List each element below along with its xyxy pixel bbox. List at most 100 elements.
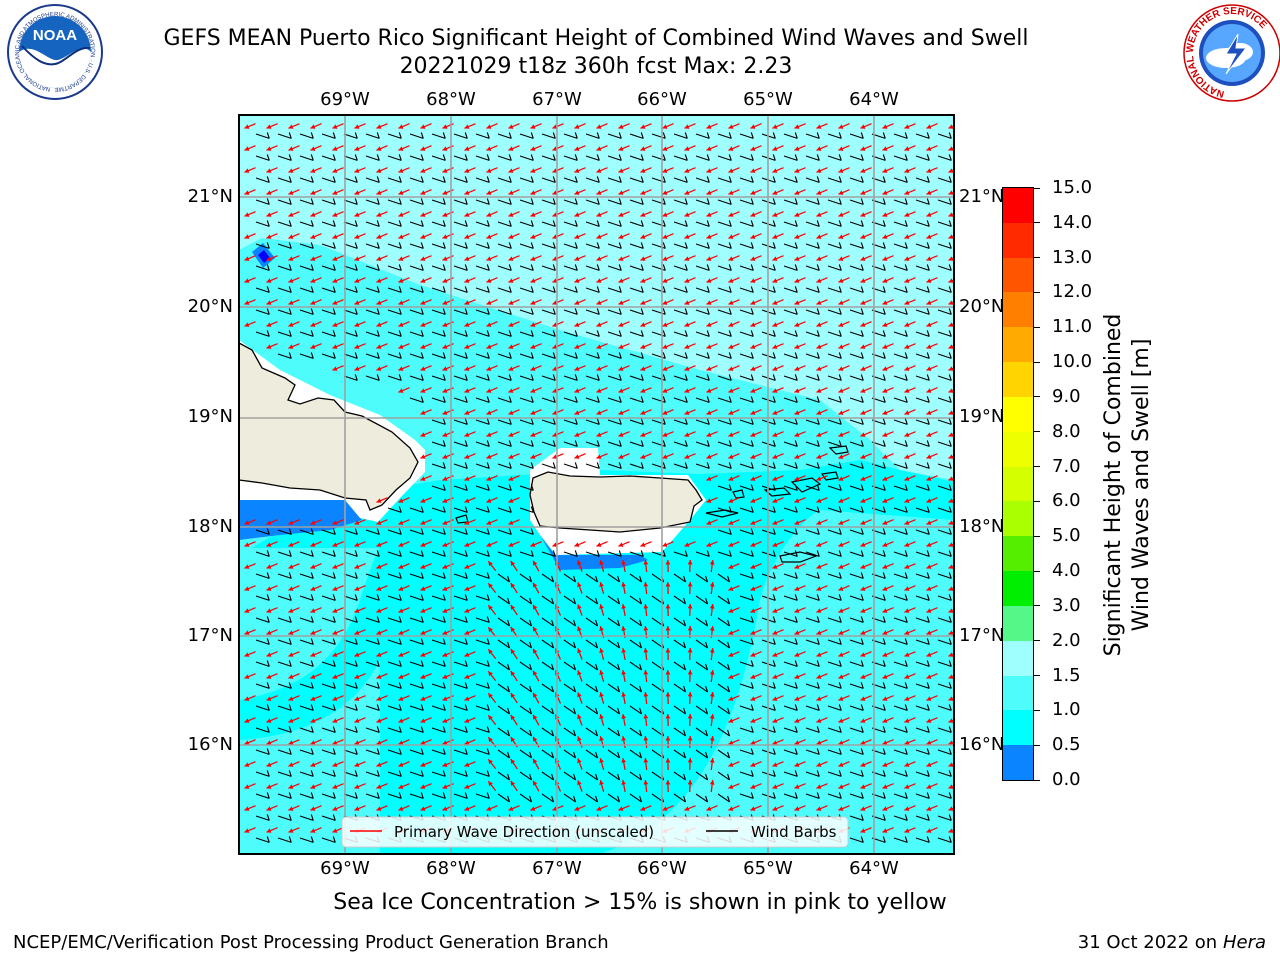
wave-arrow [926, 563, 938, 569]
wind-barb [717, 727, 731, 737]
wave-arrow [838, 607, 850, 613]
wave-arrow [618, 299, 630, 305]
wave-arrow [948, 190, 954, 195]
wave-arrow [640, 277, 652, 283]
wind-barb [497, 308, 512, 315]
wind-barb [585, 639, 599, 649]
wind-barb [387, 770, 402, 777]
wind-barb [453, 352, 468, 359]
wind-barb [497, 176, 512, 183]
wave-arrow [310, 739, 322, 745]
wind-barb [387, 330, 402, 337]
wind-barb [519, 396, 534, 403]
wind-barb [893, 330, 908, 337]
wind-barb [695, 683, 709, 693]
wind-barb [255, 154, 270, 161]
wind-barb [585, 462, 600, 469]
wave-arrow [860, 321, 872, 327]
wave-arrow [332, 299, 344, 305]
wind-barb [387, 682, 402, 689]
wind-barb [937, 286, 952, 293]
wave-arrow [860, 717, 872, 723]
wind-barb [937, 704, 952, 711]
wind-barb [519, 308, 534, 315]
wind-barb [585, 661, 599, 671]
wave-arrow [706, 167, 718, 173]
wind-barb [805, 616, 820, 623]
wind-barb [607, 661, 621, 671]
wave-arrow [618, 189, 630, 195]
wave-arrow [288, 585, 300, 591]
wave-arrow [552, 123, 564, 129]
wind-barb [563, 727, 577, 737]
wind-barb [541, 595, 555, 605]
wind-barb [805, 660, 820, 667]
wave-arrow [816, 167, 828, 173]
wind-barb [849, 198, 864, 205]
wind-barb [827, 616, 842, 623]
wave-arrow [510, 582, 518, 594]
wind-barb [431, 418, 446, 425]
wave-arrow [510, 648, 518, 660]
wave-arrow [750, 387, 762, 393]
wave-arrow [728, 255, 740, 261]
wind-barb [695, 352, 710, 359]
lon-label-top: 66°W [637, 89, 687, 110]
wind-barb [299, 220, 314, 227]
wave-arrow [643, 691, 649, 705]
wind-barb [299, 572, 314, 579]
wave-arrow [838, 585, 850, 591]
wave-arrow [577, 692, 583, 704]
wind-barb [321, 528, 336, 535]
wind-barb [960, 220, 973, 226]
wind-barb [321, 594, 336, 601]
colorbar-band [1003, 396, 1033, 433]
wave-arrow [310, 563, 322, 569]
wind-barb [475, 748, 490, 755]
wave-arrow [838, 651, 850, 657]
wave-arrow [310, 541, 322, 547]
wave-arrow [398, 255, 410, 261]
wave-arrow [508, 321, 520, 327]
wave-arrow [266, 299, 278, 305]
wind-barb [717, 550, 732, 557]
colorbar-band [1003, 362, 1033, 398]
wind-barb [277, 176, 292, 183]
wind-barb [849, 154, 864, 161]
wave-arrow [464, 409, 476, 415]
wave-arrow [621, 559, 627, 573]
wind-barb [277, 638, 292, 645]
wind-barb [937, 198, 952, 205]
wave-arrow [596, 321, 608, 327]
wave-arrow [860, 563, 872, 569]
wave-arrow [552, 541, 564, 547]
wave-arrow [288, 695, 300, 701]
wind-barb [629, 352, 644, 359]
wave-arrow [640, 805, 652, 811]
wind-barb [453, 594, 468, 601]
colorbar-band [1003, 710, 1033, 746]
wave-arrow [640, 365, 652, 371]
colorbar-band [1003, 431, 1033, 468]
wind-barb [255, 616, 270, 623]
wave-arrow [464, 343, 476, 349]
wave-arrow [530, 453, 542, 459]
wave-arrow [728, 211, 740, 217]
wave-arrow [684, 277, 696, 283]
wind-barb [915, 638, 930, 645]
wind-barb [805, 330, 820, 337]
wave-arrow [750, 233, 762, 239]
wave-arrow [794, 387, 806, 393]
wave-arrow [244, 607, 256, 613]
wind-barb [915, 660, 930, 667]
wind-barb [937, 220, 952, 227]
wave-arrow [838, 541, 850, 547]
wave-arrow [398, 563, 410, 569]
wave-arrow [728, 739, 740, 745]
wind-barb [299, 242, 314, 249]
wind-barb [453, 616, 468, 623]
wind-barb [695, 374, 710, 381]
colorbar-band [1003, 640, 1033, 677]
wave-arrow [354, 651, 366, 657]
colorbar-tick [1033, 500, 1040, 502]
